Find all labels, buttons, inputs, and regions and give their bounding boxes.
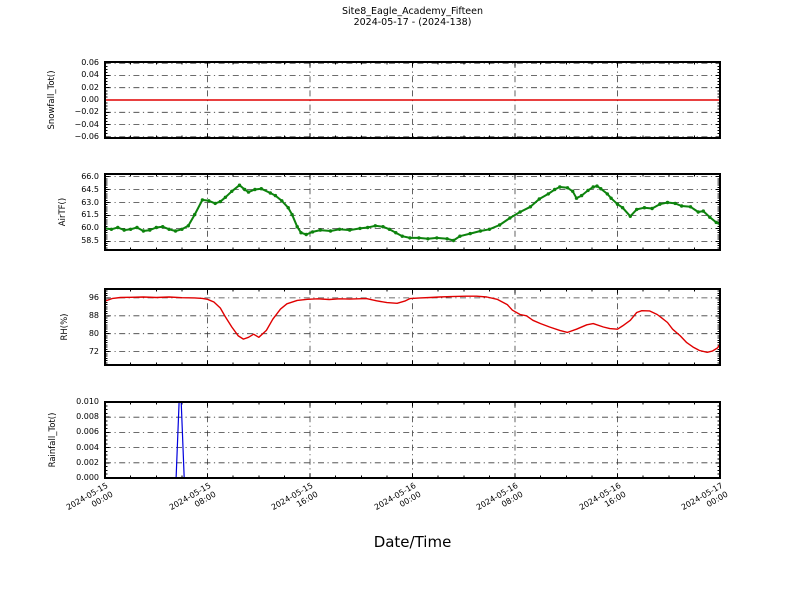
- x-tick-time: 08:00: [499, 489, 525, 509]
- y-tick-label: 0.002: [76, 457, 99, 467]
- y-tick-label: 58.5: [81, 236, 99, 246]
- y-tick-label: 64.5: [81, 184, 99, 194]
- y-tick-label: 0.000: [76, 473, 99, 482]
- rh-series-line: [105, 295, 720, 353]
- y-tick-label: −0.06: [74, 131, 99, 141]
- y-tick-label: 0.004: [76, 442, 99, 452]
- x-axis-label: Date/Time: [373, 533, 452, 551]
- y-tick-label: 66.0: [81, 171, 99, 181]
- y-tick-label: −0.04: [74, 119, 99, 129]
- y-tick-label: 0.006: [76, 427, 99, 437]
- rh-plot: [104, 288, 721, 366]
- x-tick-time: 00:00: [704, 489, 730, 509]
- rainfall-plot: [104, 401, 721, 479]
- y-tick-label: 88: [88, 310, 99, 320]
- y-tick-label: 0.06: [81, 58, 99, 68]
- y-tick-label: 60.0: [81, 223, 99, 233]
- chart-title-line2: 2024-05-17 - (2024-138): [353, 16, 472, 28]
- chart-title-line1: Site8_Eagle_Academy_Fifteen: [341, 6, 484, 17]
- x-tick-time: 00:00: [89, 489, 115, 509]
- snowfall-plot: [104, 61, 721, 139]
- y-tick-label: −0.02: [74, 107, 99, 117]
- y-tick-label: 61.5: [81, 210, 99, 220]
- y-tick-label: 80: [88, 328, 99, 338]
- chart-title: Site8_Eagle_Academy_Fifteen 2024-05-17 -…: [105, 6, 720, 28]
- x-tick-time: 16:00: [602, 489, 627, 509]
- y-tick-label: 0.02: [81, 82, 99, 92]
- x-tick-time: 00:00: [397, 489, 422, 509]
- y-tick-label: 63.0: [81, 197, 99, 207]
- y-tick-label: 72: [88, 346, 99, 356]
- y-tick-label: 0.010: [76, 397, 99, 406]
- x-tick-time: 08:00: [192, 489, 217, 509]
- y-tick-label: 96: [88, 292, 99, 302]
- y-tick-label: 0.04: [81, 70, 99, 80]
- x-tick-time: 16:00: [294, 489, 320, 509]
- airtf-plot: [104, 173, 721, 251]
- y-tick-label: 0.00: [81, 95, 99, 104]
- y-tick-label: 0.008: [76, 412, 99, 422]
